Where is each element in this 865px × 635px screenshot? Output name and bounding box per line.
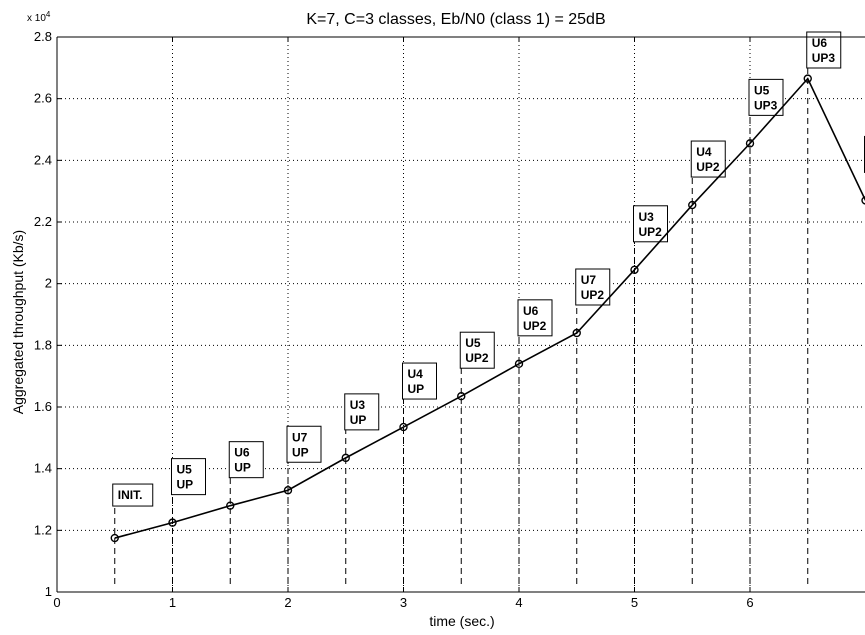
y-multiplier-label: x 104 <box>27 10 51 24</box>
event-label-text: UP <box>408 382 425 396</box>
event-label-box <box>690 140 726 178</box>
data-point <box>226 501 235 510</box>
event-label-text: UP <box>177 478 194 492</box>
data-point <box>341 453 350 463</box>
event-label-text: UP <box>292 445 309 459</box>
event-label-text: UP <box>350 413 367 427</box>
event-label-box <box>459 331 495 369</box>
series-line <box>114 77 865 539</box>
data-point <box>168 518 177 527</box>
event-label-text: U5 <box>465 336 481 350</box>
data-point <box>572 328 581 338</box>
event-label-box <box>402 362 437 400</box>
y-tick-label: 1.2 <box>34 522 52 537</box>
event-label-text: U4 <box>696 145 712 159</box>
x-tick-label: 4 <box>515 595 522 610</box>
event-label-text: UP <box>234 461 251 475</box>
event-label-box <box>575 268 611 306</box>
event-label-box <box>517 299 553 337</box>
chart-title: K=7, C=3 classes, Eb/N0 (class 1) = 25dB <box>306 11 605 28</box>
event-label-text: U3 <box>350 398 366 412</box>
x-tick-label: 5 <box>631 595 638 610</box>
event-label-text: INIT. <box>118 488 143 502</box>
event-label-text: U3 <box>639 210 655 224</box>
event-label-box <box>748 78 784 116</box>
x-tick-label: 3 <box>400 595 407 610</box>
event-label-text: U6 <box>234 446 250 460</box>
event-label-box <box>171 458 206 496</box>
x-axis-title: time (sec.) <box>429 613 494 629</box>
data-point <box>110 533 119 543</box>
event-label-box <box>806 31 842 69</box>
event-markers: INIT.U5UPU6UPU7UPU3UPU4UPU5UP2U6UP2U7UP2… <box>112 31 865 584</box>
y-tick-label: 1.6 <box>34 399 52 414</box>
axes: 0 1 2 3 4 5 611.21.41.61.822.22.42.62.8 <box>34 29 865 610</box>
y-tick-label: 2.4 <box>34 152 52 167</box>
y-tick-label: 1.4 <box>34 461 52 476</box>
event-label-box <box>286 425 322 463</box>
data-point <box>688 200 697 210</box>
data-point <box>514 359 524 369</box>
event-label-text: UP3 <box>812 51 836 65</box>
event-label-text: UP2 <box>581 288 605 302</box>
event-label-box <box>112 483 154 507</box>
event-label-text: U5 <box>754 83 770 97</box>
event-label-text: U4 <box>408 367 424 381</box>
data-point <box>803 74 812 83</box>
data-point <box>861 196 865 205</box>
throughput-series <box>110 74 865 543</box>
event-label: INIT. <box>112 483 154 507</box>
y-tick-label: 1.8 <box>34 337 52 352</box>
y-tick-label: 2.6 <box>34 91 52 106</box>
event-label-box <box>228 441 264 479</box>
data-point <box>399 422 408 432</box>
event-label-text: UP2 <box>465 351 489 365</box>
data-point <box>283 486 293 495</box>
y-tick-label: 2 <box>45 276 52 291</box>
event-label-text: UP2 <box>639 225 663 239</box>
y-axis-title: Aggregated throughput (Kb/s) <box>10 230 26 414</box>
event-label-text: UP2 <box>696 160 720 174</box>
data-point <box>457 392 466 401</box>
event-label-text: U7 <box>581 273 597 287</box>
y-tick-label: 1 <box>45 584 52 599</box>
x-tick-label: 0 <box>53 595 60 610</box>
event-label-text: UP3 <box>754 98 778 112</box>
event-label-text: UP2 <box>523 319 547 333</box>
y-tick-label: 2.2 <box>34 214 52 229</box>
y-tick-label: 2.8 <box>34 29 52 44</box>
event-label-text: U6 <box>523 304 539 318</box>
data-point <box>745 139 755 148</box>
x-tick-label: 2 <box>284 595 291 610</box>
event-label-text: U6 <box>812 36 828 50</box>
x-tick-label: 6 <box>746 595 753 610</box>
event-label-text: U5 <box>177 463 193 477</box>
event-label-box <box>633 205 668 243</box>
event-label-box <box>344 393 380 431</box>
data-point <box>630 265 639 274</box>
x-tick-label: 1 <box>169 595 176 610</box>
event-label-text: U7 <box>292 430 308 444</box>
